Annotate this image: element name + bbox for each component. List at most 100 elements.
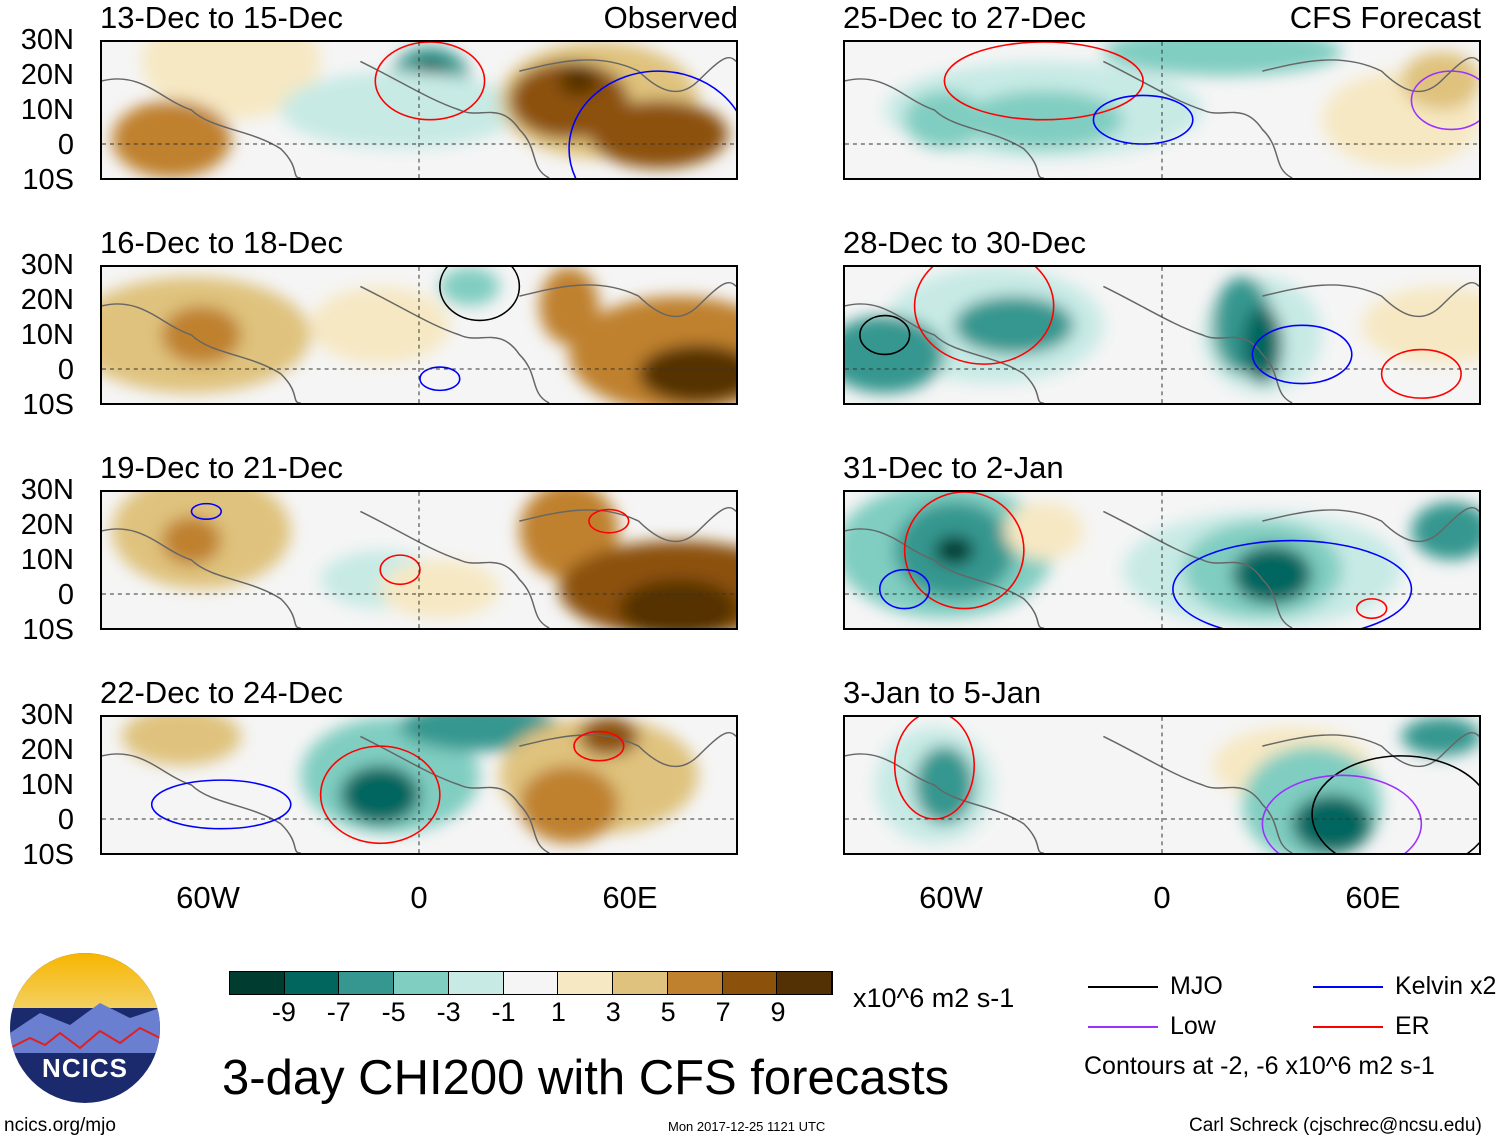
lat-label: 30N <box>20 249 74 281</box>
panel-title: 13-Dec to 15-Dec <box>100 0 343 35</box>
legend-label: Kelvin x2 <box>1395 972 1497 1000</box>
contour-line <box>913 267 1055 365</box>
lat-label: 30N <box>20 474 74 506</box>
colorbar-tick: -5 <box>381 997 406 1027</box>
legend-item: Kelvin x2 <box>1313 972 1496 1001</box>
anomaly-area <box>380 560 500 619</box>
anomaly-area <box>439 267 500 306</box>
lat-label: 20N <box>20 284 74 316</box>
contour-line <box>568 70 736 178</box>
coastline <box>102 281 736 403</box>
lat-label: 0 <box>57 804 74 836</box>
lon-label: 0 <box>1153 880 1171 915</box>
anomaly-area <box>638 344 736 403</box>
map-panel <box>843 40 1481 180</box>
anomaly-area <box>904 90 985 149</box>
colorbar-tick: -3 <box>436 997 461 1027</box>
contour-line <box>1410 70 1479 131</box>
figure-title: 3-day CHI200 with CFS forecasts <box>222 1051 950 1105</box>
colorbar-tick: 3 <box>605 997 621 1027</box>
anomaly-area <box>954 296 1074 355</box>
contour-line <box>588 508 630 534</box>
anomaly-area <box>1242 305 1283 384</box>
anomaly-area <box>914 746 975 824</box>
panel-title: 28-Dec to 30-Dec <box>843 225 1086 260</box>
coastline <box>102 731 736 853</box>
colorbar-tick: 7 <box>715 997 731 1027</box>
contour-line <box>374 42 486 121</box>
colorbar-tick: 9 <box>770 997 786 1027</box>
panel-title: 3-Jan to 5-Jan <box>843 675 1042 710</box>
anomaly-area <box>1292 794 1372 853</box>
coastline <box>845 56 1479 178</box>
anomaly-area <box>1401 717 1479 756</box>
contour-line <box>379 554 421 586</box>
anomaly-area <box>618 579 736 628</box>
map-panel <box>100 40 738 180</box>
lon-label: 60W <box>919 880 983 915</box>
anomaly-area <box>161 305 242 365</box>
contour-line <box>573 730 625 762</box>
lat-label: 10S <box>22 839 74 871</box>
anomaly-area <box>161 516 222 565</box>
lat-label: 30N <box>20 24 74 56</box>
contour-line <box>878 568 931 610</box>
colorbar-tick: -9 <box>271 997 296 1027</box>
colorbar-swatch <box>503 972 559 994</box>
lat-label: 10S <box>22 164 74 196</box>
contour-line <box>439 267 521 322</box>
anomaly-area <box>934 535 975 565</box>
coastline <box>845 731 1479 853</box>
colorbar-swatch <box>394 972 449 994</box>
lat-label: 30N <box>20 699 74 731</box>
anomaly-area <box>141 42 321 120</box>
lat-label: 10S <box>22 389 74 421</box>
lat-label: 20N <box>20 734 74 766</box>
contour-line <box>859 314 911 356</box>
legend-label: ER <box>1395 1012 1430 1040</box>
colorbar-tick: 5 <box>660 997 676 1027</box>
contour-line <box>903 492 1025 610</box>
anomaly-area <box>588 100 729 169</box>
lat-label: 0 <box>57 129 74 161</box>
lat-label: 10S <box>22 614 74 646</box>
legend-item: Low <box>1088 1012 1216 1041</box>
contour-line <box>1261 774 1423 853</box>
anomaly-area <box>111 100 232 178</box>
map-panel <box>100 715 738 855</box>
coastline <box>102 506 736 628</box>
lat-label: 20N <box>20 509 74 541</box>
panel-title: 25-Dec to 27-Dec <box>843 0 1086 35</box>
lat-label: 10N <box>20 94 74 126</box>
anomaly-area <box>1361 286 1479 365</box>
legend-line <box>1313 985 1383 988</box>
anomaly-area <box>1003 501 1084 560</box>
colorbar-swatch <box>722 972 778 994</box>
lon-label: 0 <box>410 880 428 915</box>
colorbar-swatch <box>777 972 833 994</box>
panel-title: 22-Dec to 24-Dec <box>100 675 343 710</box>
panel-title: 31-Dec to 2-Jan <box>843 450 1064 485</box>
anomaly-area <box>1232 545 1313 604</box>
lat-label: 10N <box>20 769 74 801</box>
colorbar-units: x10^6 m2 s-1 <box>853 983 1015 1013</box>
colorbar-tick: -7 <box>326 997 351 1027</box>
map-panel <box>100 265 738 405</box>
colorbar-swatch <box>448 972 504 994</box>
contour-line <box>1311 755 1479 853</box>
anomaly-area <box>1411 501 1479 560</box>
contour-line <box>1092 94 1194 145</box>
colorbar-swatch <box>230 972 285 994</box>
lon-label: 60E <box>602 880 658 915</box>
footer-timestamp: Mon 2017-12-25 1121 UTC <box>668 1119 826 1134</box>
colorbar-swatch <box>667 972 723 994</box>
footer-url[interactable]: ncics.org/mjo <box>4 1115 116 1136</box>
panel-title: 19-Dec to 21-Dec <box>100 450 343 485</box>
panel-tag: Observed <box>603 0 738 35</box>
map-panel <box>100 490 738 630</box>
map-panel <box>843 490 1481 630</box>
coastline <box>102 56 736 178</box>
panel-title: 16-Dec to 18-Dec <box>100 225 343 260</box>
legend-item: ER <box>1313 1012 1430 1041</box>
anomaly-area <box>519 765 619 844</box>
